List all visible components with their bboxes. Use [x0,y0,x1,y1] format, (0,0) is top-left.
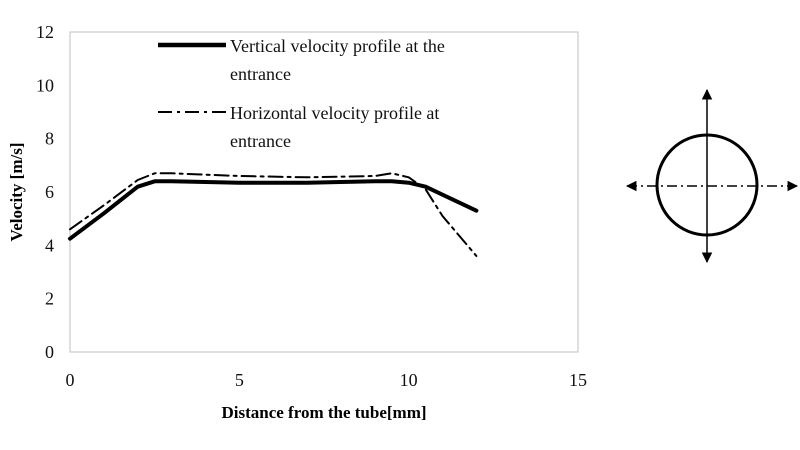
legend-label-horizontal-line-2: entrance [230,131,291,151]
y-tick-label: 2 [45,289,54,309]
legend-label-horizontal-line-1: Horizontal velocity profile at [230,103,439,123]
y-tick-label: 0 [45,342,54,362]
x-tick-label: 15 [569,370,587,390]
y-tick-label: 8 [45,129,54,149]
legend-label-vertical-line-1: Vertical velocity profile at the [230,36,445,56]
legend: Vertical velocity profile at the entranc… [158,36,445,151]
series-line-vertical [68,179,479,241]
y-tick-label: 10 [36,75,54,95]
x-axis-ticks: 0 5 10 15 [66,370,588,390]
series-layer [68,172,479,257]
y-axis-title: Velocity [m/s] [7,143,26,242]
x-tick-label: 0 [66,370,75,390]
series-line-horizontal [69,172,478,257]
x-axis-title: Distance from the tube[mm] [221,403,426,422]
y-tick-label: 4 [45,235,54,255]
y-tick-label: 6 [45,182,54,202]
plot-area [69,31,579,353]
y-tick-label: 12 [36,22,54,42]
legend-label-vertical-line-2: entrance [230,64,291,84]
y-axis-ticks: 0 2 4 6 8 10 12 [36,22,54,362]
circle-with-crosshair-arrows-icon [625,88,799,264]
x-tick-label: 10 [400,370,418,390]
x-tick-label: 5 [235,370,244,390]
